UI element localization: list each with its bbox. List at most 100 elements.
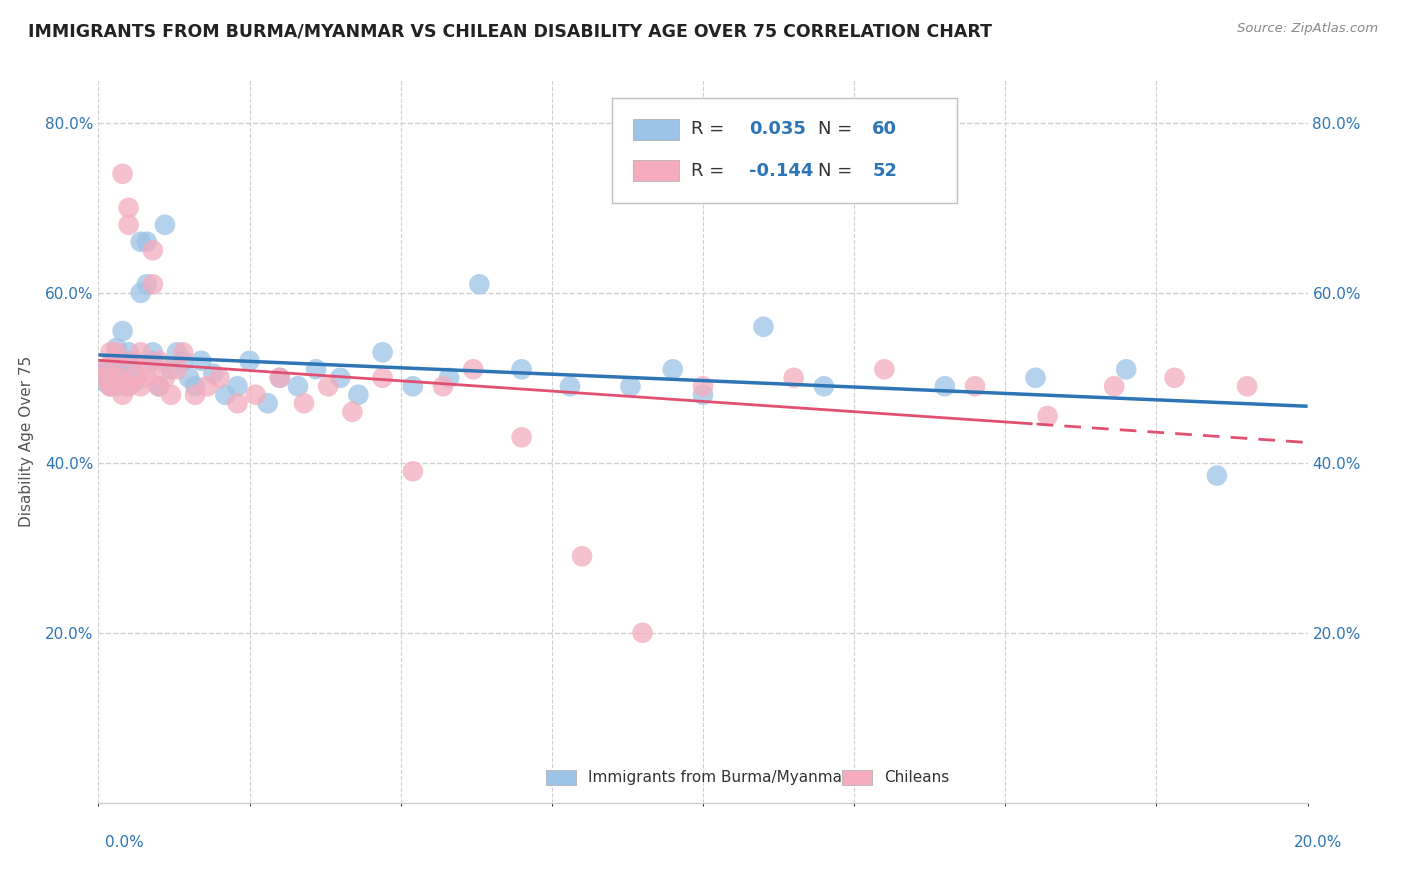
Point <box>111 371 134 385</box>
Point <box>692 379 714 393</box>
Point <box>118 371 141 385</box>
FancyBboxPatch shape <box>613 98 957 203</box>
Text: R =: R = <box>690 161 730 179</box>
Point <box>111 371 134 385</box>
Text: IMMIGRANTS FROM BURMA/MYANMAR VS CHILEAN DISABILITY AGE OVER 75 CORRELATION CHAR: IMMIGRANTS FROM BURMA/MYANMAR VS CHILEAN… <box>28 22 993 40</box>
Text: Source: ZipAtlas.com: Source: ZipAtlas.com <box>1237 22 1378 36</box>
Point <box>142 353 165 368</box>
Point <box>269 371 291 385</box>
Point <box>111 367 134 381</box>
Point <box>510 362 533 376</box>
Point <box>179 371 201 385</box>
Point <box>1024 371 1046 385</box>
Point <box>172 345 194 359</box>
Point <box>111 167 134 181</box>
Point <box>245 388 267 402</box>
Point <box>111 353 134 368</box>
Point <box>619 379 641 393</box>
Point <box>934 379 956 393</box>
Point <box>184 379 207 393</box>
Point <box>468 277 491 292</box>
Point <box>813 379 835 393</box>
Point <box>239 353 262 368</box>
Point <box>510 430 533 444</box>
Point <box>124 375 146 389</box>
Point <box>142 345 165 359</box>
Point <box>148 379 170 393</box>
Point <box>135 277 157 292</box>
Point <box>202 367 225 381</box>
Point <box>100 379 122 393</box>
Point <box>118 362 141 376</box>
Point <box>129 379 152 393</box>
Point <box>105 362 128 376</box>
Point <box>558 379 581 393</box>
Text: Immigrants from Burma/Myanmar: Immigrants from Burma/Myanmar <box>588 770 848 785</box>
Point <box>93 362 115 376</box>
Point <box>1163 371 1185 385</box>
Point <box>118 379 141 393</box>
Point <box>269 371 291 385</box>
Point <box>752 319 775 334</box>
Point <box>166 345 188 359</box>
Bar <box>633 119 679 140</box>
Point <box>148 353 170 368</box>
Point <box>463 362 485 376</box>
Point <box>172 353 194 368</box>
Point <box>226 396 249 410</box>
Point <box>100 379 122 393</box>
Point <box>118 345 141 359</box>
Bar <box>633 160 679 181</box>
Point <box>93 371 115 385</box>
Point <box>118 379 141 393</box>
Text: 52: 52 <box>872 161 897 179</box>
Bar <box>546 770 576 786</box>
Point <box>124 367 146 381</box>
Point <box>1115 362 1137 376</box>
Point <box>111 388 134 402</box>
Point <box>105 371 128 385</box>
Point <box>93 367 115 381</box>
Point <box>105 341 128 355</box>
Point <box>195 379 218 393</box>
Text: 20.0%: 20.0% <box>1295 836 1343 850</box>
Point <box>129 285 152 300</box>
Point <box>118 218 141 232</box>
Point <box>1206 468 1229 483</box>
Point <box>783 371 806 385</box>
Point <box>692 388 714 402</box>
Point <box>316 379 339 393</box>
Point <box>1036 409 1059 423</box>
Point <box>118 353 141 368</box>
Y-axis label: Disability Age Over 75: Disability Age Over 75 <box>18 356 34 527</box>
Point <box>965 379 987 393</box>
Point <box>329 371 352 385</box>
Point <box>571 549 593 564</box>
Point <box>190 353 212 368</box>
Point <box>153 371 176 385</box>
Point <box>135 235 157 249</box>
Point <box>93 362 115 376</box>
Point <box>342 405 364 419</box>
Point <box>208 371 231 385</box>
Point <box>437 371 460 385</box>
Point <box>160 362 183 376</box>
Point <box>124 371 146 385</box>
Point <box>184 388 207 402</box>
Point <box>214 388 236 402</box>
Point <box>135 362 157 376</box>
Point <box>166 362 188 376</box>
Point <box>118 201 141 215</box>
Point <box>371 345 394 359</box>
Point <box>226 379 249 393</box>
Point <box>402 379 425 393</box>
Point <box>1236 379 1258 393</box>
Point <box>105 353 128 368</box>
Point <box>100 379 122 393</box>
Point <box>432 379 454 393</box>
Point <box>100 345 122 359</box>
Point <box>124 353 146 368</box>
Point <box>129 235 152 249</box>
Text: N =: N = <box>818 120 858 138</box>
Point <box>142 244 165 258</box>
